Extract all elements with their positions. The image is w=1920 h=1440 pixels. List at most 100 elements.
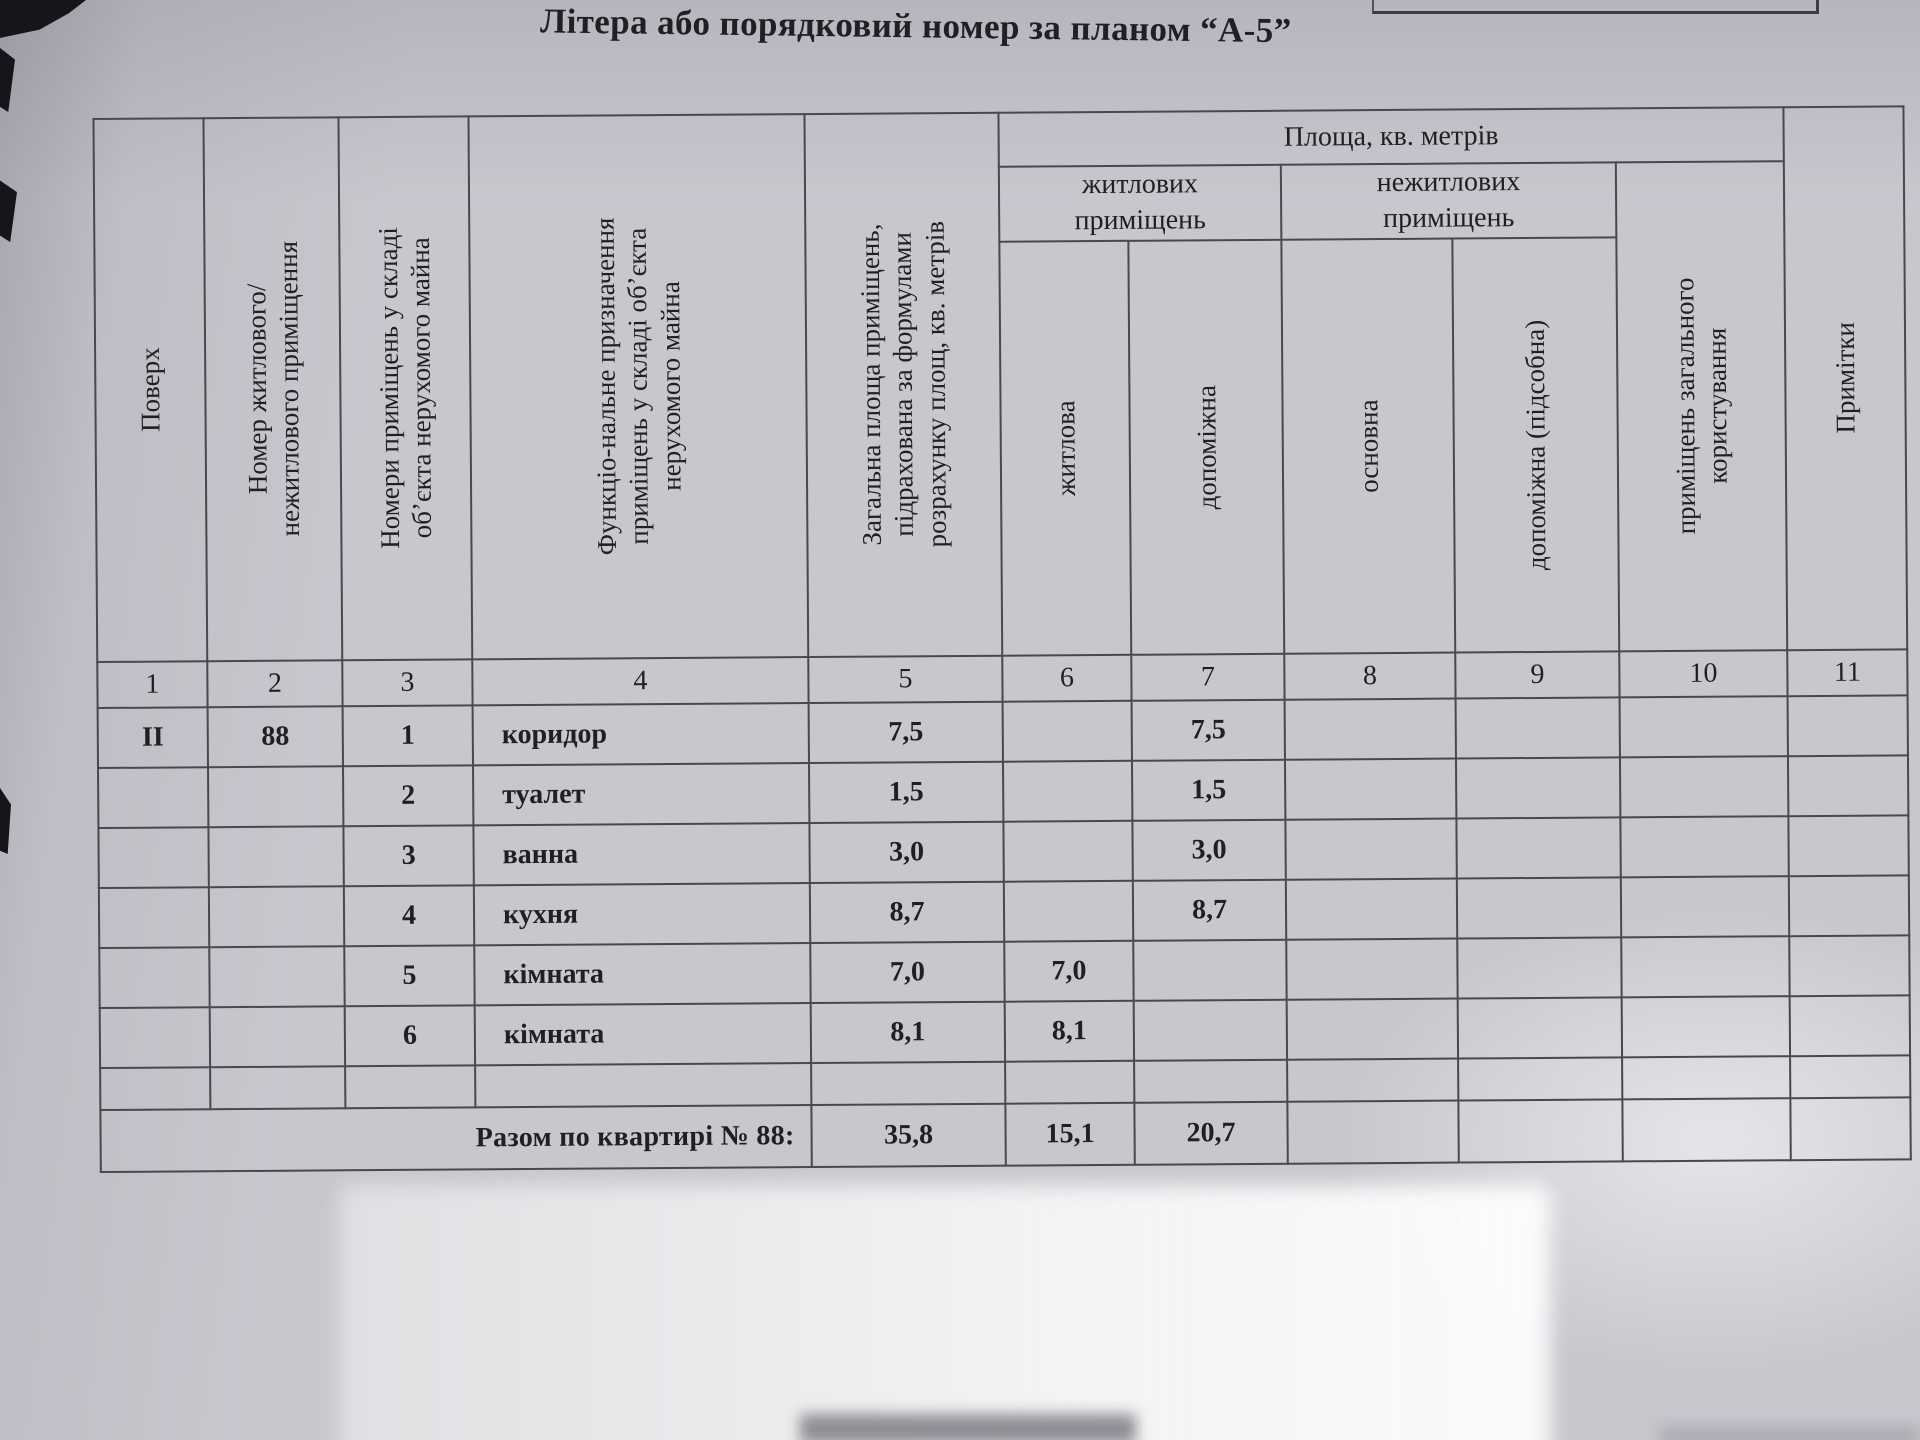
cell-notes (1787, 695, 1908, 757)
header-area-group: Площа, кв. метрів (998, 107, 1784, 167)
cell-main-area (1285, 818, 1457, 880)
cell-floor: ІІ (97, 707, 209, 768)
cell-total-area: 8,7 (809, 881, 1005, 943)
cell-common-area (1619, 756, 1789, 818)
header-floor: Поверх (93, 118, 208, 662)
cell-aux-utility-area (1455, 757, 1621, 819)
cell-room-name: туалет (473, 762, 810, 826)
cell-room-name: коридор (472, 702, 809, 766)
page-title: Літера або порядковий номер за планом “А… (539, 1, 1292, 51)
cell-room-no: 5 (344, 945, 475, 1007)
cell-unit (208, 826, 344, 888)
cell-living-area (1002, 700, 1132, 762)
col-number: 2 (207, 660, 343, 708)
totals-total-area: 35,8 (811, 1103, 1006, 1167)
cell-living-area (1003, 820, 1133, 882)
cell-aux-area (1133, 939, 1287, 1001)
cell-total-area: 3,0 (809, 821, 1004, 883)
cell-total-area: 1,5 (808, 761, 1004, 823)
header-room-numbers: Номери приміщень у складі об’єкта нерухо… (338, 116, 473, 661)
col-number: 4 (472, 656, 809, 706)
cell-floor (98, 887, 210, 948)
cell-aux-area (1133, 999, 1288, 1061)
cell-total-area: 8,1 (810, 1001, 1006, 1063)
cell-aux-area: 3,0 (1132, 819, 1286, 881)
cell-unit (208, 886, 345, 948)
cell-common-area (1619, 696, 1788, 758)
empty-cell (1134, 1059, 1288, 1103)
cell-floor (98, 827, 209, 888)
cell-aux-area: 7,5 (1131, 699, 1285, 761)
empty-cell (100, 1067, 211, 1110)
col-number: 1 (97, 661, 208, 708)
header-auxiliary: допоміжна (1128, 239, 1285, 655)
cell-notes (1789, 935, 1910, 996)
empty-cell (1790, 1055, 1911, 1098)
cell-room-no: 3 (343, 825, 474, 887)
scan-artifact-left-edge (0, 788, 11, 854)
scan-highlight-bottom (340, 1185, 1550, 1440)
cell-room-no: 1 (342, 705, 474, 767)
empty-cell (1287, 1100, 1459, 1164)
header-unit-number: Номер житлового/ нежитлового приміщення (203, 117, 343, 662)
cell-aux-utility-area (1455, 697, 1620, 759)
cell-aux-area: 1,5 (1131, 759, 1286, 821)
header-living-group: житлових приміщень (998, 164, 1282, 242)
header-common-use: приміщень загального користування (1615, 161, 1788, 652)
cell-living-area (1002, 760, 1133, 822)
totals-row: Разом по квартирі № 88: 35,8 15,1 20,7 (100, 1097, 1911, 1172)
empty-cell (1458, 1057, 1623, 1101)
empty-cell (345, 1065, 476, 1109)
cell-aux-utility-area (1457, 937, 1622, 999)
cell-notes (1787, 755, 1909, 817)
cell-living-area: 8,1 (1004, 1000, 1135, 1062)
cell-floor (99, 1007, 211, 1068)
totals-label: Разом по квартирі № 88: (100, 1104, 812, 1172)
cell-floor (98, 767, 209, 828)
cell-room-no: 2 (343, 765, 474, 827)
floor-area-table: Поверх Номер житлового/ нежитлового прим… (92, 105, 1911, 1172)
cell-living-area (1003, 880, 1134, 942)
header-auxiliary-utility: допоміжна (підсобна) (1452, 237, 1620, 653)
header-notes: Примітки (1783, 106, 1908, 651)
col-number: 6 (1002, 654, 1132, 702)
cell-floor (99, 947, 210, 1008)
cell-common-area (1620, 876, 1790, 938)
cell-room-name: кімната (474, 1002, 812, 1066)
cell-unit (208, 766, 344, 828)
cell-unit (209, 1006, 346, 1068)
cell-living-area: 7,0 (1004, 940, 1134, 1002)
cell-total-area: 7,5 (808, 701, 1003, 763)
scan-shadow-bottom-edge (800, 1414, 1136, 1440)
cell-main-area (1286, 998, 1459, 1060)
cell-main-area (1284, 758, 1457, 820)
empty-cell (210, 1066, 346, 1110)
cell-common-area (1621, 995, 1791, 1058)
cell-room-name: кімната (474, 942, 811, 1006)
header-living: житлова (999, 240, 1132, 656)
totals-aux-area: 20,7 (1134, 1101, 1288, 1165)
empty-cell (1622, 1055, 1791, 1100)
cell-notes (1788, 875, 1910, 936)
empty-cell (811, 1061, 1006, 1105)
totals-living-area: 15,1 (1005, 1102, 1135, 1166)
header-nonliving-group: нежитлових приміщень (1280, 162, 1617, 240)
col-number: 11 (1787, 649, 1908, 697)
cell-total-area: 7,0 (810, 941, 1005, 1003)
cell-room-no: 4 (343, 885, 475, 947)
empty-cell (1622, 1097, 1791, 1162)
col-number: 5 (808, 655, 1003, 703)
cell-main-area (1285, 878, 1458, 940)
cell-unit (209, 946, 345, 1008)
cell-room-no: 6 (344, 1005, 476, 1067)
cell-common-area (1620, 816, 1789, 878)
cell-aux-utility-area (1457, 997, 1623, 1059)
cell-main-area (1284, 698, 1456, 760)
col-number: 8 (1284, 652, 1456, 700)
empty-cell (1287, 1058, 1459, 1102)
cell-notes (1788, 815, 1909, 877)
cell-aux-area: 8,7 (1132, 879, 1287, 941)
scan-shadow-bottom-edge (1660, 1428, 1920, 1440)
